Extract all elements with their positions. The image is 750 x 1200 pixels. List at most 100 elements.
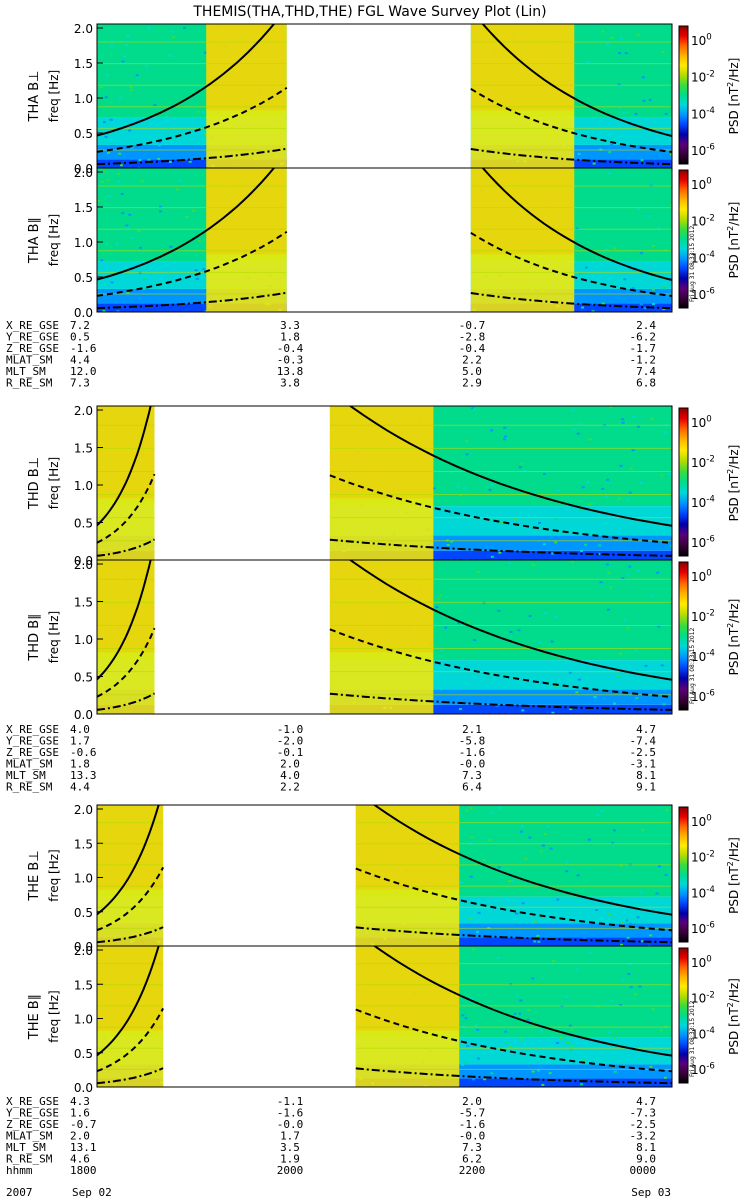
y-tick-label: 2.0: [74, 22, 93, 36]
psd-speckle: [657, 227, 661, 230]
psd-speckle: [655, 892, 659, 895]
psd-speckle: [515, 912, 519, 915]
psd-speckle: [586, 481, 590, 484]
psd-speckle: [645, 200, 649, 203]
ephemeris-value: 4.0: [70, 723, 90, 736]
ephemeris-value: -1.6: [70, 342, 97, 355]
psd-speckle: [628, 198, 632, 201]
psd-speckle: [537, 940, 541, 943]
ephemeris-value: 8.1: [636, 769, 656, 782]
y-axis-label: THE B∥: [27, 994, 42, 1040]
psd-speckle: [109, 118, 113, 121]
ephemeris-value: -1.7: [630, 342, 657, 355]
psd-speckle: [483, 1078, 487, 1081]
psd-speckle: [653, 525, 657, 528]
psd-speckle: [203, 51, 207, 54]
psd-speckle: [528, 836, 532, 839]
ephemeris-row-label: MLAT_SM: [6, 354, 53, 367]
half-fce-curve: [97, 1007, 164, 1073]
psd-speckle: [618, 52, 622, 55]
y-tick-label: 0.5: [74, 517, 93, 531]
y-tick-label: 0.5: [74, 271, 93, 285]
ephemeris-row-label: MLT_SM: [6, 365, 46, 378]
ephemeris-value: -2.8: [459, 331, 486, 344]
psd-speckle: [624, 854, 628, 857]
ephemeris-value: -5.8: [459, 735, 486, 748]
ephemeris-value: -0.0: [277, 1118, 304, 1131]
psd-speckle: [126, 291, 130, 294]
y-axis-unit: freq [Hz]: [47, 457, 61, 509]
probe-tha: 0.0 0.5 1.0 1.5 2.0 THA B⊥ freq [Hz] 100 10-2 10-…: [6, 22, 741, 390]
psd-speckle: [651, 302, 655, 305]
spectrogram-panel: 0.0 0.5 1.0 1.5 2.0 THE B∥ freq [Hz] 100 10-2 10-…: [27, 944, 741, 1095]
psd-speckle: [605, 251, 609, 254]
psd-speckle: [435, 638, 439, 641]
psd-speckle: [535, 873, 539, 876]
psd-speckle: [549, 496, 553, 499]
psd-speckle: [639, 482, 643, 485]
ephemeris-value: -0.6: [70, 746, 97, 759]
psd-speckle: [158, 141, 162, 144]
psd-speckle: [105, 169, 109, 172]
psd-speckle: [517, 1012, 521, 1015]
y-tick-label: 1.5: [74, 201, 93, 215]
psd-speckle: [592, 995, 596, 998]
psd-speckle: [625, 946, 629, 949]
psd-speckle: [549, 847, 553, 850]
psd-speckle: [623, 619, 627, 622]
ephemeris-value: -1.6: [277, 1107, 304, 1120]
ephemeris-row-label: Y_RE_GSE: [6, 735, 59, 748]
half-fce-curve: [355, 867, 672, 932]
psd-hot-region: [329, 406, 434, 560]
psd-hot-region: [355, 946, 460, 1087]
psd-speckle: [510, 561, 514, 564]
fcp-curve: [355, 1067, 672, 1085]
ephemeris-row-label: MLAT_SM: [6, 758, 53, 771]
ephemeris-value: -0.4: [459, 342, 486, 355]
psd-speckle: [626, 573, 630, 576]
psd-hot-region: [470, 168, 575, 255]
psd-speckle: [197, 240, 201, 243]
ephemeris-row-label: Y_RE_GSE: [6, 1107, 59, 1120]
ephemeris-value: -0.0: [459, 758, 486, 771]
psd-speckle: [193, 96, 197, 99]
psd-speckle: [610, 36, 614, 39]
psd-speckle: [497, 609, 501, 612]
psd-speckle: [601, 302, 605, 305]
psd-speckle: [649, 934, 653, 937]
ephemeris-value: 0.5: [70, 331, 90, 344]
psd-speckle: [621, 978, 625, 981]
psd-speckle: [539, 850, 543, 853]
psd-speckle: [168, 54, 172, 57]
psd-speckle: [651, 244, 655, 247]
half-fce-curve: [97, 627, 156, 698]
psd-hot-region: [329, 560, 434, 653]
psd-speckle: [634, 466, 638, 469]
psd-speckle: [556, 680, 560, 683]
psd-speckle: [490, 434, 494, 437]
psd-speckle: [490, 555, 494, 558]
psd-hot-region: [329, 406, 434, 499]
psd-speckle: [196, 110, 200, 113]
psd-speckle: [643, 307, 647, 310]
psd-speckle: [650, 418, 654, 421]
psd-speckle: [617, 497, 621, 500]
y-axis-label: THD B⊥: [27, 457, 42, 510]
ephemeris-value: 1.6: [70, 1107, 90, 1120]
psd-speckle: [465, 440, 469, 443]
psd-speckle: [175, 188, 179, 191]
colorbar: [678, 947, 689, 1084]
ephemeris-value: 13.8: [277, 365, 304, 378]
psd-speckle: [587, 838, 591, 841]
y-tick-label: 1.0: [74, 1013, 93, 1027]
y-axis-unit: freq [Hz]: [47, 849, 61, 901]
psd-speckle: [436, 597, 440, 600]
psd-speckle: [662, 285, 666, 288]
ephemeris-value: -3.1: [630, 758, 657, 771]
ephemeris-row-label: X_RE_GSE: [6, 1095, 59, 1108]
psd-speckle: [464, 586, 468, 589]
psd-speckle: [161, 234, 165, 237]
psd-speckle: [527, 1008, 531, 1011]
psd-speckle: [584, 543, 588, 546]
psd-speckle: [569, 708, 573, 711]
